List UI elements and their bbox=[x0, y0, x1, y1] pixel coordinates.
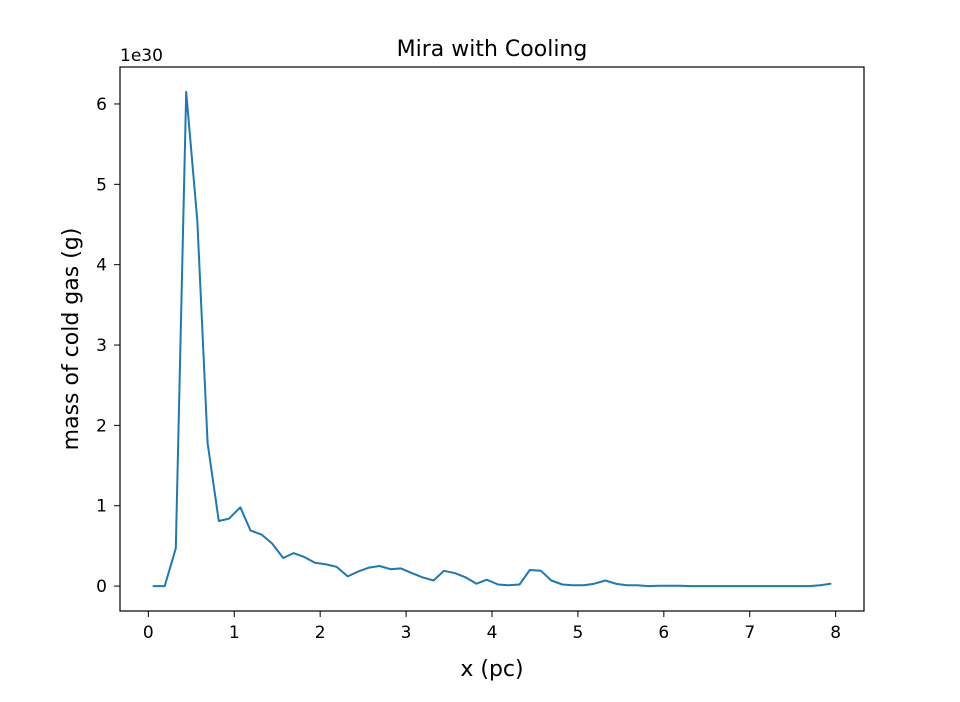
y-tick-label: 3 bbox=[96, 336, 107, 356]
y-axis-label: mass of cold gas (g) bbox=[59, 228, 84, 451]
x-tick-label: 7 bbox=[744, 623, 755, 643]
x-tick-label: 8 bbox=[830, 623, 841, 643]
plot-lines bbox=[152, 90, 832, 588]
x-axis-ticks: 0 1 2 3 4 5 6 7 8 bbox=[143, 611, 841, 643]
x-tick-label: 6 bbox=[658, 623, 669, 643]
y-offset-label: 1e30 bbox=[120, 46, 163, 66]
y-tick-label: 6 bbox=[96, 95, 107, 115]
y-tick-label: 2 bbox=[96, 416, 107, 436]
x-tick-label: 4 bbox=[487, 623, 498, 643]
y-tick-label: 1 bbox=[96, 497, 107, 517]
y-axis-ticks: 0 1 2 3 4 5 6 bbox=[96, 95, 120, 597]
series-line-0 bbox=[152, 90, 832, 588]
y-tick-label: 5 bbox=[96, 175, 107, 195]
chart-title: Mira with Cooling bbox=[397, 37, 588, 62]
x-tick-label: 5 bbox=[572, 623, 583, 643]
x-tick-label: 1 bbox=[229, 623, 240, 643]
x-tick-label: 3 bbox=[401, 623, 412, 643]
plot-frame bbox=[119, 66, 865, 612]
x-tick-label: 2 bbox=[315, 623, 326, 643]
y-tick-label: 0 bbox=[96, 577, 107, 597]
x-axis-label: x (pc) bbox=[460, 657, 523, 682]
y-tick-label: 4 bbox=[96, 256, 107, 276]
x-tick-label: 0 bbox=[143, 623, 154, 643]
